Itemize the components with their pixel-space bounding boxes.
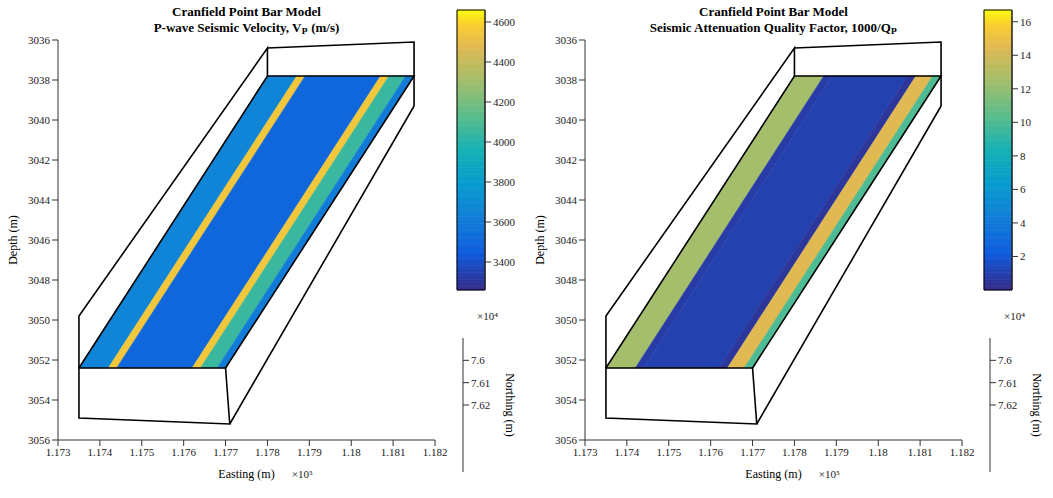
- svg-text:4600: 4600: [493, 16, 516, 28]
- svg-text:7.62: 7.62: [998, 399, 1017, 411]
- svg-text:3038: 3038: [555, 74, 578, 86]
- svg-text:12: 12: [1020, 83, 1031, 95]
- svg-text:1.179: 1.179: [297, 446, 322, 458]
- svg-text:3036: 3036: [555, 34, 578, 46]
- svg-text:7.61: 7.61: [471, 377, 490, 389]
- svg-text:1.182: 1.182: [950, 446, 975, 458]
- svg-text:1.182: 1.182: [423, 446, 448, 458]
- svg-text:3036: 3036: [28, 34, 51, 46]
- svg-text:6: 6: [1020, 183, 1026, 195]
- svg-text:14: 14: [1020, 49, 1032, 61]
- html-text:Cranfield Point Bar Model: Cranfield Point Bar Model: [172, 4, 321, 19]
- svg-text:1.178: 1.178: [255, 446, 280, 458]
- svg-text:4: 4: [1020, 217, 1026, 229]
- html-text:×10⁴: ×10⁴: [477, 310, 498, 322]
- svg-text:1.177: 1.177: [740, 446, 765, 458]
- svg-text:1.173: 1.173: [573, 446, 598, 458]
- svg-text:1.176: 1.176: [171, 446, 196, 458]
- svg-text:7.61: 7.61: [998, 377, 1017, 389]
- svg-text:Northing (m): Northing (m): [1030, 373, 1044, 437]
- html-text:Cranfield Point Bar Model: Cranfield Point Bar Model: [699, 4, 848, 19]
- svg-text:3600: 3600: [493, 216, 516, 228]
- svg-text:10: 10: [1020, 116, 1032, 128]
- html-text:×10⁴: ×10⁴: [1004, 310, 1025, 322]
- svg-text:3050: 3050: [28, 314, 51, 326]
- svg-text:7.62: 7.62: [471, 399, 490, 411]
- svg-text:3056: 3056: [555, 434, 578, 446]
- svg-text:3042: 3042: [555, 154, 577, 166]
- svg-text:3046: 3046: [555, 234, 578, 246]
- svg-text:1.176: 1.176: [698, 446, 723, 458]
- html-text:P-wave Seismic Velocity, Vₚ (m: P-wave Seismic Velocity, Vₚ (m/s): [153, 20, 340, 35]
- svg-text:3044: 3044: [555, 194, 578, 206]
- svg-text:3042: 3042: [28, 154, 50, 166]
- svg-text:3056: 3056: [28, 434, 51, 446]
- svg-text:1.177: 1.177: [213, 446, 238, 458]
- svg-text:1.175: 1.175: [656, 446, 681, 458]
- svg-text:Easting (m): Easting (m): [218, 467, 274, 481]
- svg-text:1.178: 1.178: [782, 446, 807, 458]
- svg-text:4000: 4000: [493, 136, 516, 148]
- svg-text:Easting (m): Easting (m): [745, 467, 801, 481]
- svg-text:3054: 3054: [28, 394, 51, 406]
- svg-text:3800: 3800: [493, 176, 516, 188]
- svg-text:3040: 3040: [28, 114, 51, 126]
- svg-text:3400: 3400: [493, 256, 516, 268]
- html-text:×10⁵: ×10⁵: [818, 468, 840, 480]
- svg-text:Depth (m): Depth (m): [533, 215, 547, 265]
- svg-text:1.174: 1.174: [615, 446, 640, 458]
- svg-text:3040: 3040: [555, 114, 578, 126]
- svg-text:7.6: 7.6: [998, 354, 1012, 366]
- svg-text:1.174: 1.174: [88, 446, 113, 458]
- svg-text:3052: 3052: [28, 354, 50, 366]
- svg-text:Depth (m): Depth (m): [6, 215, 20, 265]
- svg-text:4200: 4200: [493, 96, 516, 108]
- svg-text:1.173: 1.173: [46, 446, 71, 458]
- svg-text:1.18: 1.18: [869, 446, 889, 458]
- svg-text:3048: 3048: [555, 274, 578, 286]
- svg-text:4400: 4400: [493, 56, 516, 68]
- svg-text:1.181: 1.181: [908, 446, 933, 458]
- svg-text:1.181: 1.181: [381, 446, 406, 458]
- svg-text:3054: 3054: [555, 394, 578, 406]
- svg-text:Northing (m): Northing (m): [503, 373, 517, 437]
- svg-text:2: 2: [1020, 250, 1026, 262]
- svg-text:16: 16: [1020, 16, 1032, 28]
- svg-text:3038: 3038: [28, 74, 51, 86]
- html-text:Seismic Attenuation Quality Fa: Seismic Attenuation Quality Factor, 1000…: [649, 20, 898, 35]
- svg-text:3048: 3048: [28, 274, 51, 286]
- svg-text:3046: 3046: [28, 234, 51, 246]
- svg-text:7.6: 7.6: [471, 354, 485, 366]
- svg-text:1.175: 1.175: [129, 446, 154, 458]
- svg-text:3052: 3052: [555, 354, 577, 366]
- svg-text:3044: 3044: [28, 194, 51, 206]
- html-text:×10⁵: ×10⁵: [291, 468, 313, 480]
- svg-text:1.179: 1.179: [824, 446, 849, 458]
- svg-text:1.18: 1.18: [342, 446, 362, 458]
- svg-text:3050: 3050: [555, 314, 578, 326]
- svg-text:8: 8: [1020, 150, 1026, 162]
